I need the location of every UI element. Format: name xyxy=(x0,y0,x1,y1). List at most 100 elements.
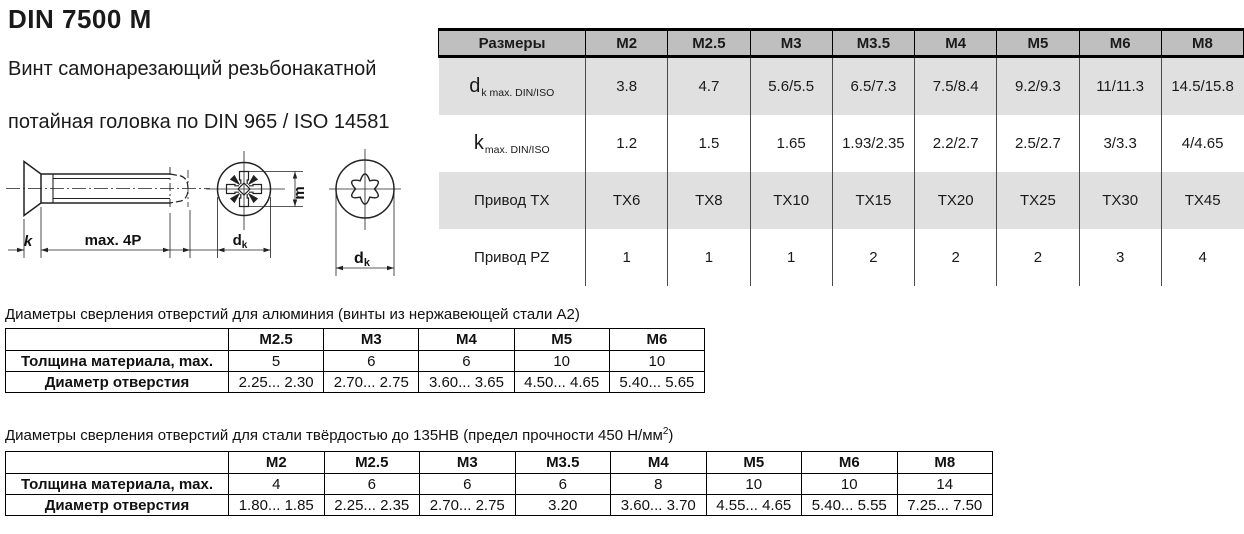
cell-value: 6 xyxy=(418,350,515,372)
row-label: Привод PZ xyxy=(438,229,586,286)
cell-value: 2 xyxy=(996,229,1080,286)
cell-value: 4/4.65 xyxy=(1160,115,1244,172)
cell-value: 2.5/2.7 xyxy=(996,115,1080,172)
cell-value: TX20 xyxy=(913,172,998,229)
column-header: M3 xyxy=(749,28,833,58)
cell-value: 1.93/2.35 xyxy=(831,115,916,172)
column-header: M6 xyxy=(1078,28,1162,58)
table-row: Диаметр отверстия 2.25... 2.30 2.70... 2.7… xyxy=(5,371,706,393)
cell-value: 2.70... 2.75 xyxy=(323,371,420,393)
cell-value: 5.6/5.5 xyxy=(749,56,833,115)
cell-value: 6 xyxy=(323,350,420,372)
column-header: M5 xyxy=(996,28,1080,58)
cell-value: 10 xyxy=(608,350,706,372)
standard-reference: потайная головка по DIN 965 / ISO 14581 xyxy=(8,111,390,133)
cell-value: 8 xyxy=(610,473,707,495)
aluminum-drilling-table: M2.5 M3 M4 M5 M6 Толщина материала, max. 5 6 6 10… xyxy=(5,328,706,393)
table-row: Привод TX TX6 TX8 TX10 TX15 TX20 TX25 TX30 TX45 xyxy=(438,172,1244,229)
cell-value: 4.55... 4.65 xyxy=(705,494,802,516)
cell-value: 4.7 xyxy=(667,56,751,115)
cell-value: 3 xyxy=(1078,229,1162,286)
column-header: M2 xyxy=(584,28,669,58)
aluminum-table-caption: Диаметры сверления отверстий для алюмини… xyxy=(5,306,580,323)
cell-value: 3.60... 3.65 xyxy=(418,371,515,393)
table-row: Диаметр отверстия 1.80... 1.85 2.25... 2.3… xyxy=(5,494,993,516)
cell-value: 5.40... 5.65 xyxy=(608,371,706,393)
column-header: M2.5 xyxy=(227,328,325,351)
cell-value: TX15 xyxy=(831,172,916,229)
cell-value: 2.25... 2.35 xyxy=(323,494,420,516)
dk-dimension-label-pz: dk xyxy=(233,232,248,251)
column-header: M5 xyxy=(705,451,802,474)
column-header: M3 xyxy=(419,451,516,474)
cell-value: 2.2/2.7 xyxy=(913,115,998,172)
k-dimension-label: k xyxy=(24,233,33,250)
cell-value: 10 xyxy=(513,350,610,372)
screw-head-pz-view: m dk xyxy=(206,151,308,258)
cell-value: 6 xyxy=(323,473,420,495)
column-header: M2.5 xyxy=(667,28,751,58)
column-header: Размеры xyxy=(438,28,586,58)
cell-value: 3.60... 3.70 xyxy=(610,494,707,516)
dimensions-table: Размеры M2 M2.5 M3 M3.5 M4 M5 M6 M8 dk max. DIN/I… xyxy=(438,28,1244,286)
table-row: Толщина материала, max. 5 6 6 10 10 xyxy=(5,350,706,372)
column-header: M8 xyxy=(896,451,993,474)
row-label: Диаметр отверстия xyxy=(5,371,229,393)
row-label: Толщина материала, max. xyxy=(5,473,229,495)
cell-value: 10 xyxy=(801,473,898,495)
cell-value: 4.50... 4.65 xyxy=(513,371,610,393)
cell-value: 3.8 xyxy=(584,56,669,115)
row-label: dk max. DIN/ISO xyxy=(438,56,586,115)
cell-value: 5 xyxy=(227,350,325,372)
table-row: kmax. DIN/ISO 1.2 1.5 1.65 1.93/2.35 2.2/2.7 2… xyxy=(438,115,1244,172)
cell-value: 2 xyxy=(831,229,916,286)
cell-value: 7.25... 7.50 xyxy=(896,494,993,516)
column-header: M3.5 xyxy=(514,451,611,474)
cell-value: 1.65 xyxy=(749,115,833,172)
steel-drilling-table: M2 M2.5 M3 M3.5 M4 M5 M6 M8 Толщина материала, m… xyxy=(5,451,993,516)
cell-value: 1 xyxy=(749,229,833,286)
column-header: M2 xyxy=(228,451,325,474)
column-header: M4 xyxy=(913,28,998,58)
cell-value: TX25 xyxy=(996,172,1080,229)
screw-side-view: k max. 4P xyxy=(6,160,271,258)
cell-value: 2.25... 2.30 xyxy=(227,371,325,393)
cell-value: 7.5/8.4 xyxy=(913,56,998,115)
cell-value: TX6 xyxy=(584,172,669,229)
row-label: Диаметр отверстия xyxy=(5,494,229,516)
steel-table-caption: Диаметры сверления отверстий для стали т… xyxy=(5,426,674,444)
screw-head-tx-view: dk xyxy=(329,149,401,276)
cell-value: 1.5 xyxy=(667,115,751,172)
page-title: DIN 7500 M xyxy=(8,4,152,34)
column-header xyxy=(5,451,229,474)
column-header: M3.5 xyxy=(831,28,916,58)
table-row: Привод PZ 1 1 1 2 2 2 3 4 xyxy=(438,229,1244,286)
column-header: M6 xyxy=(801,451,898,474)
cell-value: 4 xyxy=(1160,229,1244,286)
column-header: M4 xyxy=(610,451,707,474)
table-row: dk max. DIN/ISO 3.8 4.7 5.6/5.5 6.5/7.3 7.5/8… xyxy=(438,56,1244,115)
cell-value: 14 xyxy=(896,473,993,495)
table-row: Толщина материала, max. 4 6 6 6 8 10 10 14 xyxy=(5,473,993,495)
cell-value: 4 xyxy=(228,473,325,495)
cell-value: TX8 xyxy=(667,172,751,229)
column-header: M4 xyxy=(418,328,515,351)
row-label: kmax. DIN/ISO xyxy=(438,115,586,172)
cell-value: 6 xyxy=(514,473,611,495)
cell-value: 6 xyxy=(419,473,516,495)
cell-value: TX10 xyxy=(749,172,833,229)
cell-value: 2 xyxy=(913,229,998,286)
cell-value: 1 xyxy=(667,229,751,286)
column-header: M5 xyxy=(513,328,610,351)
cell-value: 10 xyxy=(705,473,802,495)
column-header xyxy=(5,328,229,351)
cell-value: 3.20 xyxy=(514,494,611,516)
column-header: M6 xyxy=(608,328,706,351)
dk-dimension-label-tx: dk xyxy=(354,250,371,269)
row-label: Толщина материала, max. xyxy=(5,350,229,372)
max-4p-dimension-label: max. 4P xyxy=(85,232,142,249)
cell-value: TX45 xyxy=(1160,172,1244,229)
cell-value: 1.2 xyxy=(584,115,669,172)
cell-value: 5.40... 5.55 xyxy=(801,494,898,516)
column-header: M8 xyxy=(1160,28,1244,58)
